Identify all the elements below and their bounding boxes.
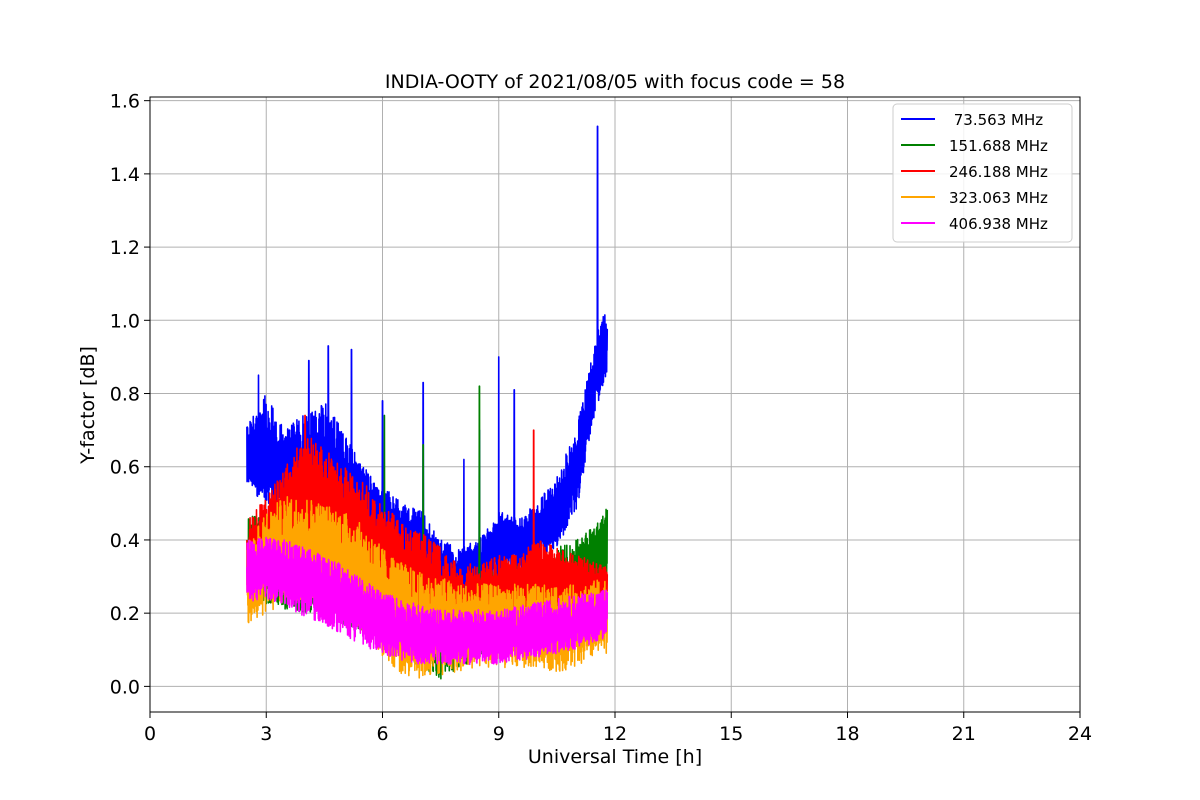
x-axis-label: Universal Time [h] — [528, 746, 702, 768]
y-tick-label: 1.2 — [110, 237, 140, 259]
series-layer — [246, 125, 609, 680]
y-tick-label: 0.2 — [110, 603, 140, 625]
y-tick-label: 1.6 — [110, 91, 140, 113]
x-tick-label: 18 — [835, 723, 859, 745]
legend-label: 406.938 MHz — [949, 215, 1048, 233]
y-axis-label: Y-factor [dB] — [77, 346, 99, 465]
series-line-2 — [246, 414, 609, 643]
x-tick-label: 21 — [952, 723, 976, 745]
series-line-0 — [246, 125, 609, 599]
y-tick-label: 0.8 — [110, 384, 140, 406]
x-tick-label: 12 — [603, 723, 627, 745]
legend-label: 151.688 MHz — [949, 137, 1048, 155]
series-line-3 — [246, 496, 609, 679]
y-tick-label: 1.0 — [110, 310, 140, 332]
x-tick-label: 3 — [260, 723, 272, 745]
legend-label: 323.063 MHz — [949, 189, 1048, 207]
y-tick-label: 0.0 — [110, 676, 140, 698]
series-line-4 — [246, 536, 609, 666]
ticks: 0 3 6 9 12 15 18 21 24 0.0 0.2 0.4 0.6 0.8 1.0 1.2 1.4 1.… — [110, 91, 1092, 745]
chart-title: INDIA-OOTY of 2021/08/05 with focus code… — [385, 71, 845, 93]
legend: 73.563 MHz 151.688 MHz 246.188 MHz 323.063 … — [892, 103, 1073, 243]
y-tick-label: 1.4 — [110, 164, 140, 186]
x-tick-label: 6 — [376, 723, 388, 745]
x-tick-label: 15 — [719, 723, 743, 745]
legend-label: 73.563 MHz — [949, 111, 1043, 129]
x-tick-label: 9 — [493, 723, 505, 745]
y-tick-label: 0.4 — [110, 530, 140, 552]
legend-label: 246.188 MHz — [949, 163, 1048, 181]
x-tick-label: 0 — [144, 723, 156, 745]
legend-box — [892, 103, 1073, 243]
x-tick-label: 24 — [1068, 723, 1092, 745]
y-tick-label: 0.6 — [110, 457, 140, 479]
